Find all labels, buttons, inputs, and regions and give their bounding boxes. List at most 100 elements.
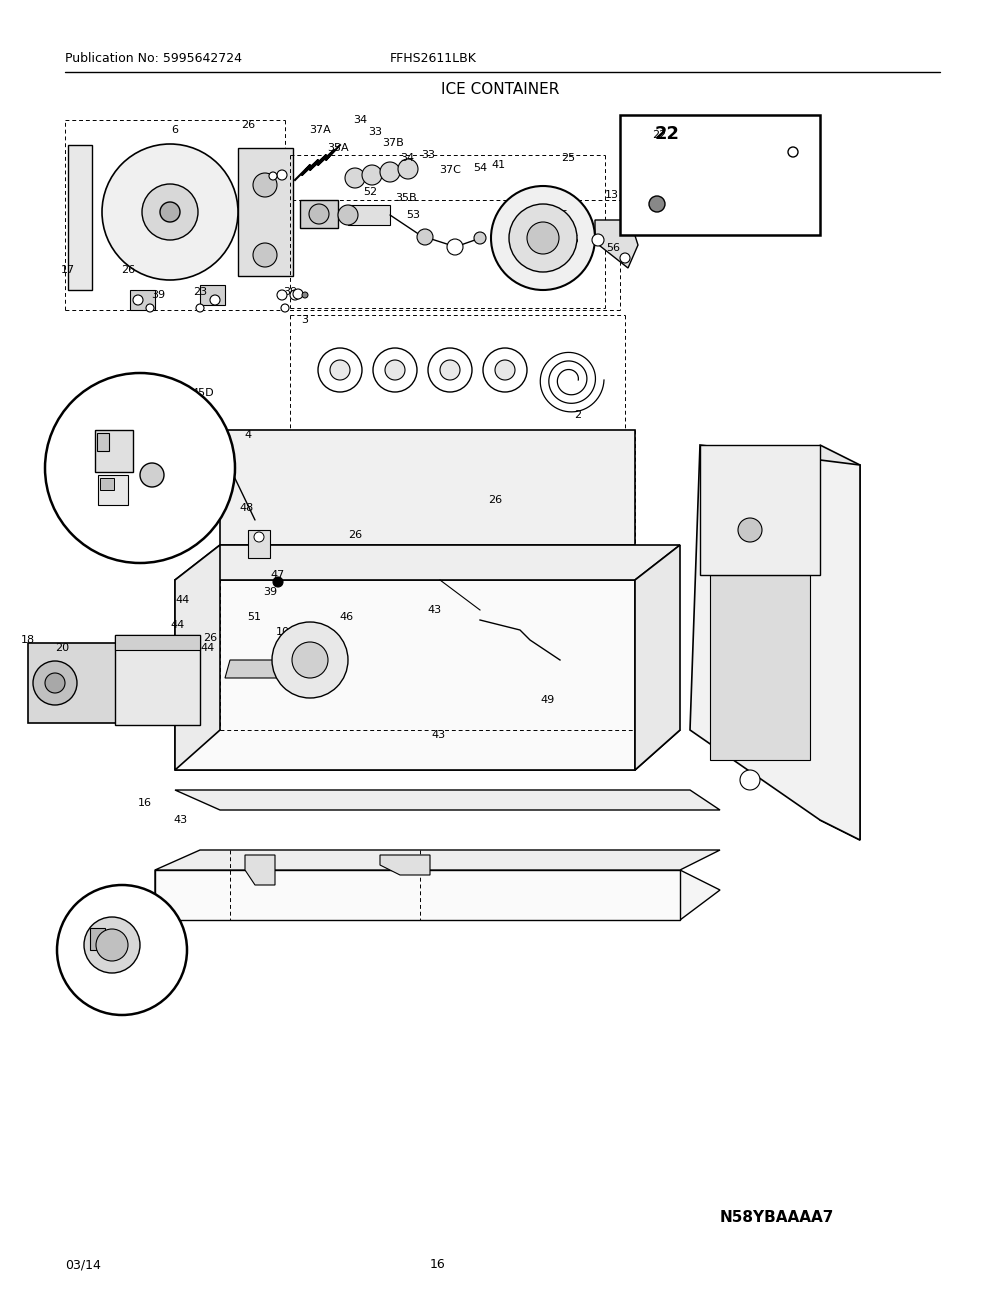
Bar [95, 430, 133, 472]
Circle shape [277, 170, 287, 180]
Polygon shape [348, 204, 390, 225]
Text: 7: 7 [726, 735, 734, 745]
Text: 39: 39 [283, 287, 297, 298]
Bar [115, 635, 200, 650]
Circle shape [417, 229, 433, 245]
Circle shape [253, 243, 277, 267]
Text: 17: 17 [61, 265, 75, 276]
Text: 44: 44 [201, 643, 215, 653]
Circle shape [210, 295, 220, 305]
Circle shape [398, 159, 418, 179]
Bar [238, 148, 293, 276]
Bar [97, 433, 109, 452]
Polygon shape [175, 580, 635, 770]
Circle shape [292, 642, 328, 678]
Text: 13: 13 [605, 190, 619, 201]
Circle shape [428, 348, 472, 392]
Circle shape [140, 463, 164, 487]
Bar [28, 643, 118, 723]
Text: 41: 41 [491, 160, 505, 170]
Text: 35B: 35B [395, 193, 417, 203]
Text: 16: 16 [430, 1258, 446, 1271]
Circle shape [84, 917, 140, 973]
Text: 26: 26 [348, 531, 362, 540]
Circle shape [196, 304, 204, 312]
Text: 3: 3 [302, 314, 308, 325]
Polygon shape [155, 850, 720, 870]
Text: N58YBAAAA7: N58YBAAAA7 [720, 1210, 834, 1225]
Text: ICE CONTAINER: ICE CONTAINER [441, 82, 559, 97]
Text: 2: 2 [574, 410, 582, 421]
Bar [90, 928, 105, 950]
Circle shape [738, 518, 762, 542]
Text: 03/14: 03/14 [65, 1258, 101, 1271]
Circle shape [474, 232, 486, 245]
Text: 10: 10 [276, 628, 290, 637]
Polygon shape [635, 545, 680, 770]
Bar [620, 115, 820, 236]
Text: 45D: 45D [192, 388, 214, 399]
Text: 4: 4 [244, 430, 252, 440]
Circle shape [293, 289, 303, 299]
Text: 53: 53 [406, 210, 420, 220]
Bar [248, 531, 270, 558]
Polygon shape [175, 730, 680, 770]
Circle shape [483, 348, 527, 392]
Text: 15: 15 [103, 945, 117, 955]
Text: 49: 49 [541, 695, 555, 705]
Circle shape [527, 223, 559, 254]
Text: 23: 23 [193, 287, 207, 298]
Circle shape [33, 661, 77, 705]
Polygon shape [380, 855, 430, 875]
Text: 6: 6 [172, 126, 178, 135]
Circle shape [440, 360, 460, 380]
Circle shape [133, 295, 143, 305]
Circle shape [788, 148, 798, 157]
Text: 22: 22 [652, 129, 666, 140]
Text: 18: 18 [21, 635, 35, 644]
Text: 26: 26 [203, 633, 217, 643]
Text: 25: 25 [561, 153, 575, 163]
Text: 43: 43 [431, 730, 445, 740]
Polygon shape [175, 545, 220, 770]
Circle shape [509, 204, 577, 272]
Circle shape [495, 360, 515, 380]
Circle shape [57, 885, 187, 1014]
Text: 55: 55 [565, 236, 579, 245]
Circle shape [253, 173, 277, 197]
Text: 22: 22 [655, 126, 680, 144]
Text: 46: 46 [340, 612, 354, 622]
Circle shape [254, 532, 264, 542]
Polygon shape [595, 220, 638, 268]
Polygon shape [820, 445, 860, 840]
Text: 34: 34 [353, 115, 367, 126]
Polygon shape [175, 791, 720, 810]
Circle shape [96, 929, 128, 961]
Text: 43: 43 [173, 815, 187, 826]
Polygon shape [710, 575, 810, 760]
Text: 50: 50 [61, 515, 75, 525]
Text: 37C: 37C [439, 166, 461, 175]
Text: 37B: 37B [382, 138, 404, 148]
Text: 45B: 45B [182, 445, 204, 455]
Circle shape [160, 202, 180, 223]
Circle shape [273, 577, 283, 587]
Bar [115, 635, 200, 725]
Circle shape [146, 304, 154, 312]
Text: 45A: 45A [177, 496, 199, 505]
Text: 45C: 45C [51, 435, 73, 445]
Text: 34: 34 [400, 153, 414, 163]
Text: 44: 44 [176, 595, 190, 606]
Circle shape [142, 184, 198, 239]
Circle shape [740, 770, 760, 791]
Circle shape [309, 204, 329, 224]
Circle shape [345, 168, 365, 188]
Polygon shape [690, 445, 860, 840]
Text: 57: 57 [731, 499, 745, 510]
Polygon shape [175, 545, 680, 580]
Polygon shape [220, 430, 635, 545]
Text: 26: 26 [121, 265, 135, 276]
Circle shape [380, 162, 400, 182]
Circle shape [447, 239, 463, 255]
Bar [300, 201, 338, 228]
